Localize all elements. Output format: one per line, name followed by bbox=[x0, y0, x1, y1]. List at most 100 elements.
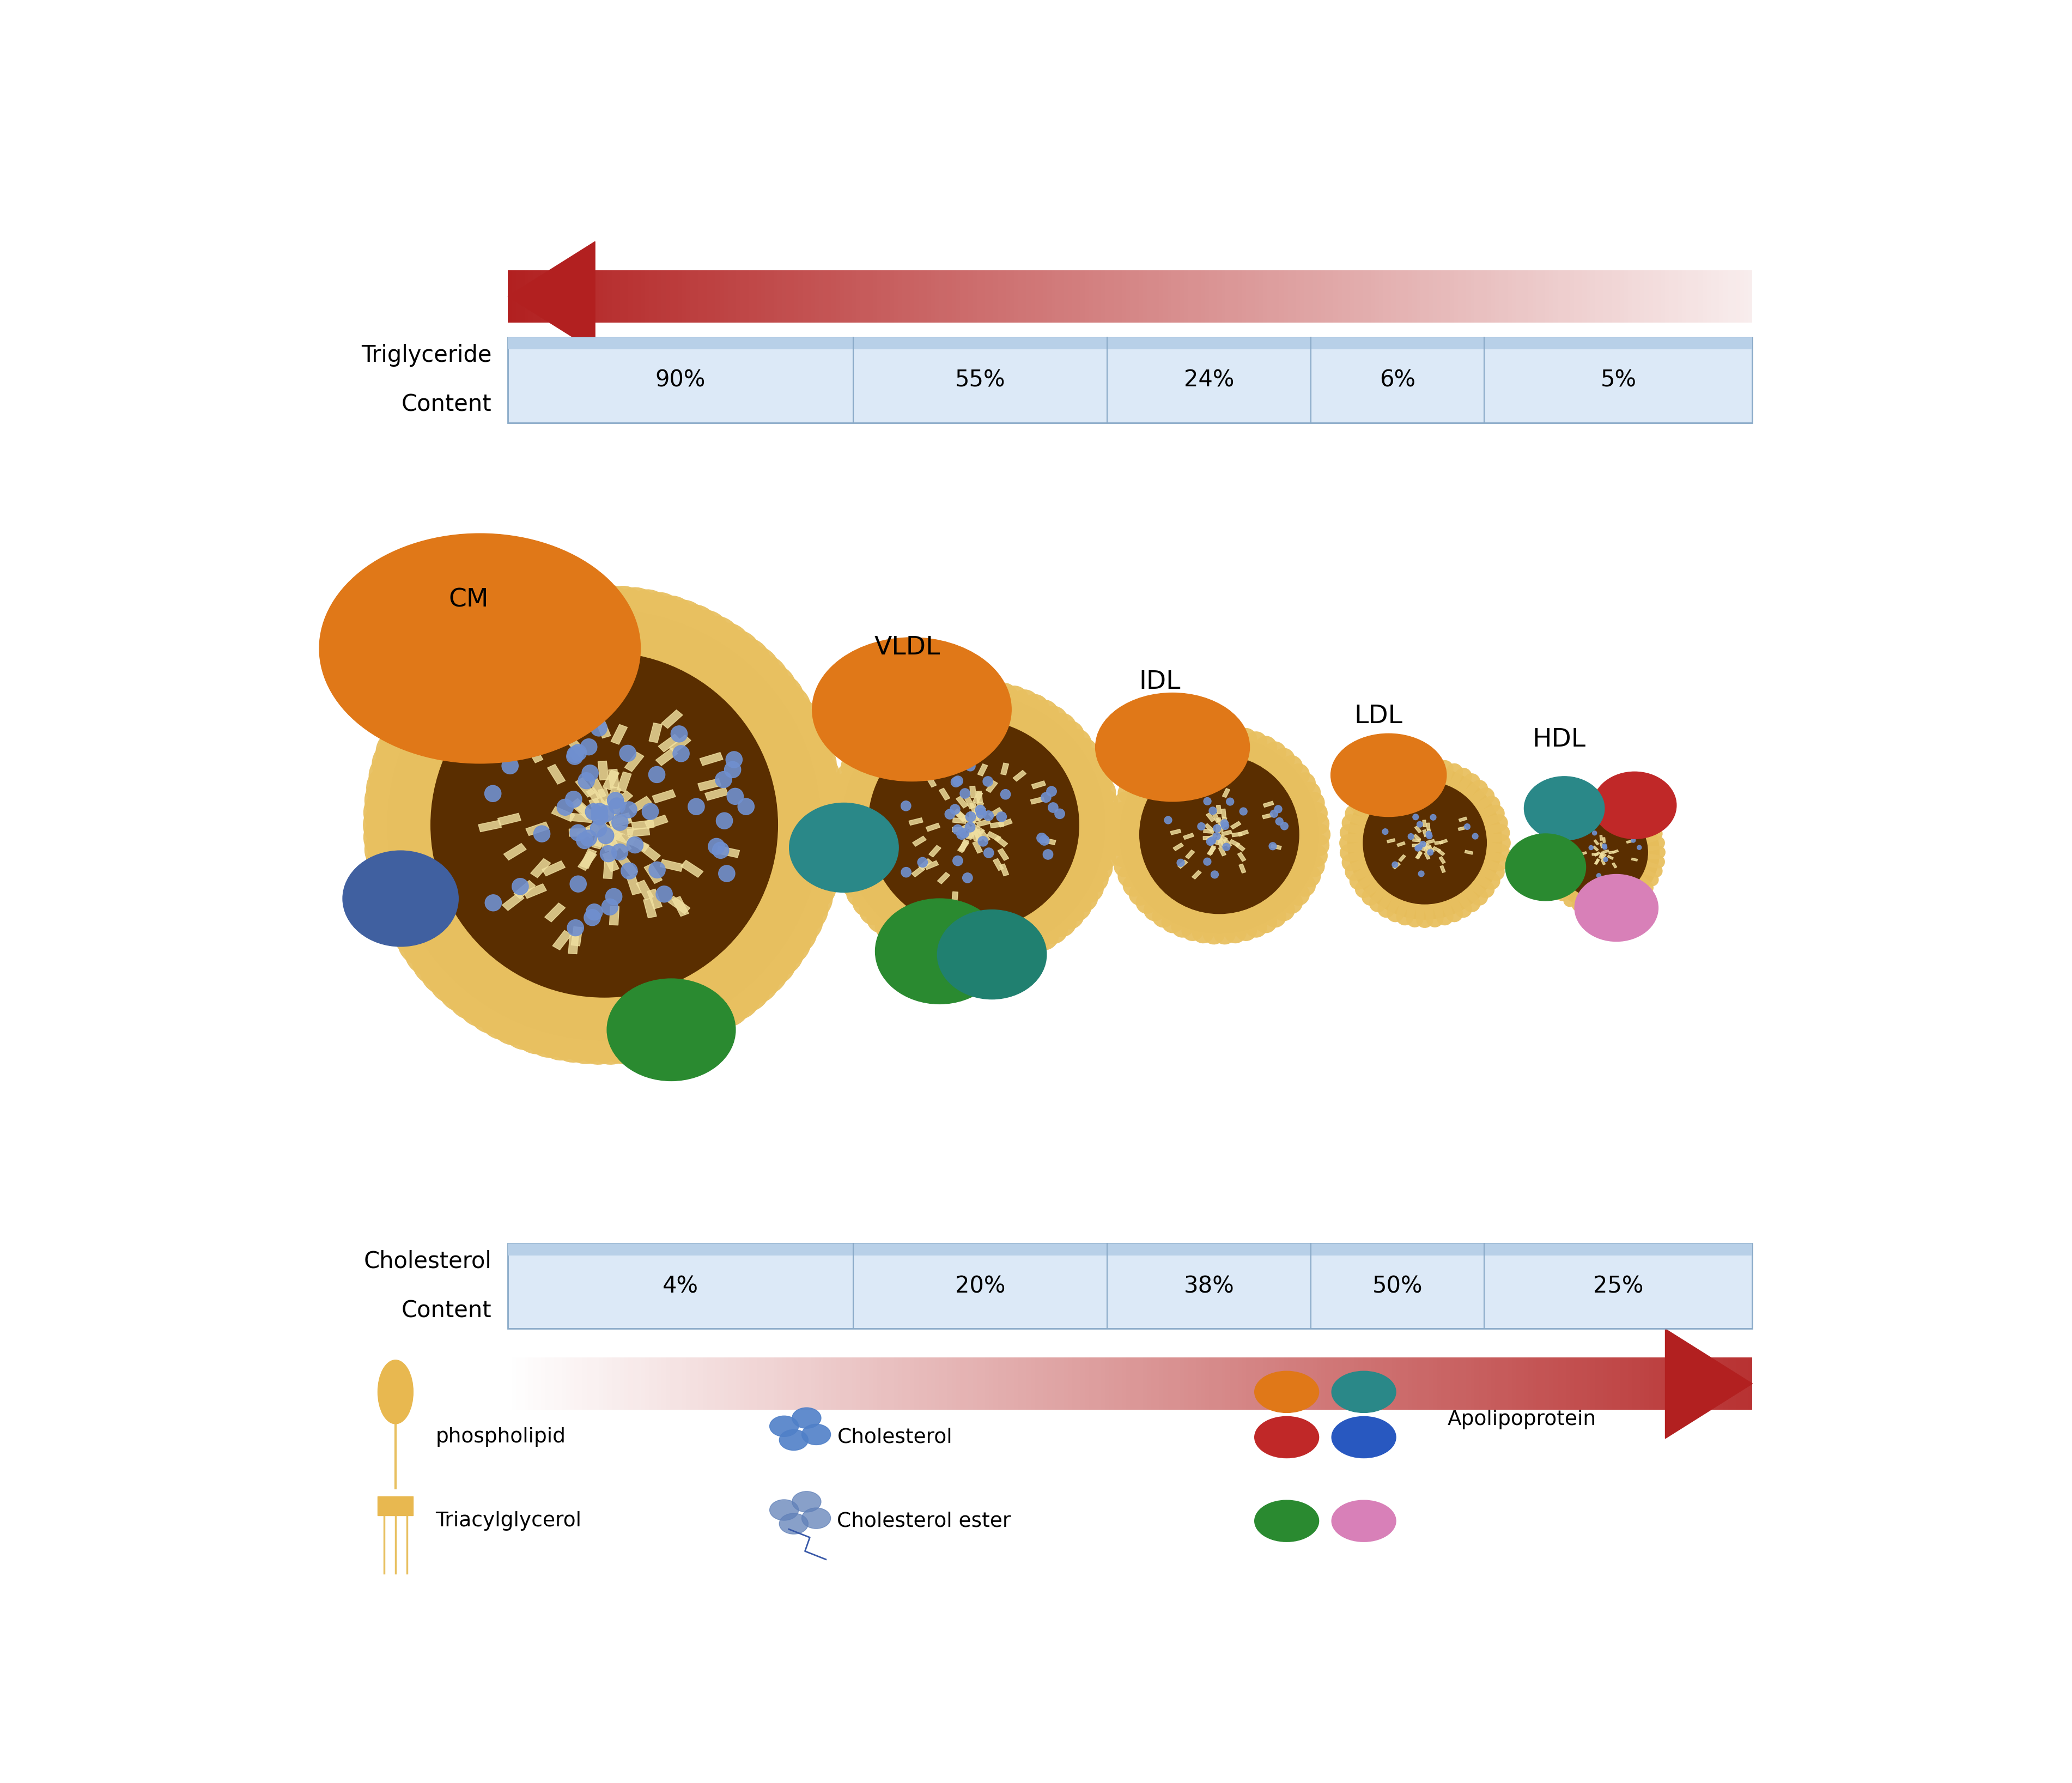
Bar bbox=[868, 271, 872, 323]
Bar bbox=[1276, 271, 1280, 323]
Bar bbox=[1133, 271, 1138, 323]
Bar bbox=[1080, 1357, 1084, 1410]
Bar bbox=[756, 271, 760, 323]
Bar bbox=[1310, 271, 1314, 323]
Bar bbox=[700, 752, 723, 765]
Bar bbox=[736, 271, 740, 323]
Bar bbox=[1334, 271, 1339, 323]
Ellipse shape bbox=[918, 858, 928, 867]
Bar bbox=[1488, 271, 1492, 323]
Bar bbox=[545, 1357, 549, 1410]
Bar bbox=[1637, 271, 1641, 323]
Bar bbox=[810, 1357, 814, 1410]
Bar bbox=[984, 271, 988, 323]
Bar bbox=[657, 1357, 661, 1410]
Bar bbox=[586, 788, 605, 808]
Bar bbox=[1695, 1357, 1699, 1410]
Bar bbox=[1593, 852, 1600, 856]
Bar bbox=[1125, 1357, 1129, 1410]
Bar bbox=[1525, 1357, 1529, 1410]
Bar bbox=[1446, 1357, 1450, 1410]
Ellipse shape bbox=[1386, 804, 1392, 811]
Bar bbox=[553, 1357, 557, 1410]
Bar bbox=[599, 824, 622, 840]
Bar bbox=[609, 906, 620, 925]
Bar bbox=[574, 271, 578, 323]
Bar bbox=[553, 271, 557, 323]
Ellipse shape bbox=[717, 813, 733, 829]
Bar bbox=[611, 724, 628, 744]
Bar bbox=[1442, 271, 1446, 323]
Bar bbox=[990, 822, 1005, 827]
Bar bbox=[1645, 1357, 1649, 1410]
Bar bbox=[978, 763, 988, 776]
Bar bbox=[1550, 271, 1554, 323]
Bar bbox=[1587, 1357, 1591, 1410]
Bar bbox=[1459, 817, 1467, 822]
Bar bbox=[876, 271, 881, 323]
Bar bbox=[752, 1357, 756, 1410]
Bar bbox=[1204, 836, 1212, 840]
Ellipse shape bbox=[557, 799, 574, 815]
Bar bbox=[1691, 1357, 1695, 1410]
Bar bbox=[1388, 1357, 1392, 1410]
Bar bbox=[953, 809, 966, 820]
Bar bbox=[1162, 1357, 1167, 1410]
Bar bbox=[1602, 854, 1606, 859]
Bar bbox=[1117, 271, 1121, 323]
Bar bbox=[1088, 1357, 1092, 1410]
Bar bbox=[1575, 271, 1579, 323]
Bar bbox=[1612, 850, 1618, 854]
Bar bbox=[1084, 271, 1088, 323]
Bar bbox=[995, 836, 1007, 847]
Bar bbox=[1440, 840, 1448, 843]
Bar bbox=[1185, 850, 1196, 859]
Bar bbox=[951, 892, 957, 904]
Bar bbox=[1249, 271, 1256, 323]
Bar bbox=[603, 799, 615, 818]
Bar bbox=[1740, 1357, 1745, 1410]
Bar bbox=[479, 820, 501, 833]
Bar bbox=[905, 271, 910, 323]
Bar bbox=[1380, 271, 1384, 323]
Bar bbox=[630, 797, 651, 813]
Bar bbox=[1013, 271, 1017, 323]
Ellipse shape bbox=[570, 824, 586, 842]
Bar bbox=[1173, 843, 1183, 850]
Bar bbox=[1653, 1357, 1658, 1410]
Bar bbox=[1670, 271, 1674, 323]
Bar bbox=[1608, 1357, 1612, 1410]
Bar bbox=[794, 1357, 798, 1410]
Bar bbox=[508, 271, 512, 323]
Bar bbox=[748, 271, 752, 323]
Bar bbox=[615, 271, 620, 323]
Bar bbox=[1204, 824, 1214, 833]
Bar bbox=[1001, 763, 1009, 776]
Bar bbox=[802, 271, 806, 323]
Bar bbox=[1063, 1357, 1067, 1410]
Bar bbox=[1171, 829, 1181, 834]
Ellipse shape bbox=[1048, 802, 1059, 813]
Bar bbox=[1220, 817, 1227, 826]
Bar bbox=[966, 797, 974, 809]
Bar bbox=[1426, 824, 1430, 829]
Bar bbox=[1167, 1357, 1171, 1410]
Bar bbox=[599, 788, 611, 808]
Ellipse shape bbox=[584, 909, 601, 925]
Ellipse shape bbox=[908, 760, 918, 770]
Bar bbox=[1262, 813, 1272, 818]
Bar bbox=[1059, 271, 1063, 323]
Bar bbox=[1339, 271, 1343, 323]
Bar bbox=[947, 271, 951, 323]
Ellipse shape bbox=[1227, 797, 1235, 806]
Bar bbox=[1616, 1357, 1620, 1410]
Bar bbox=[980, 1357, 984, 1410]
Bar bbox=[972, 1357, 976, 1410]
Bar bbox=[1187, 271, 1191, 323]
Bar bbox=[1241, 1357, 1245, 1410]
Bar bbox=[953, 811, 968, 822]
Bar bbox=[1591, 854, 1598, 856]
Bar bbox=[526, 744, 543, 763]
Ellipse shape bbox=[580, 829, 597, 847]
Bar bbox=[1075, 1357, 1080, 1410]
